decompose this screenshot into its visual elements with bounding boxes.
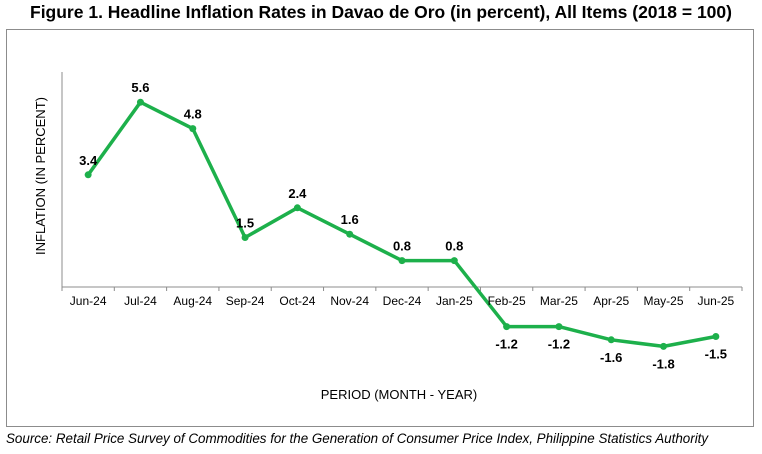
data-point: [503, 323, 511, 331]
data-label: -1.6: [600, 350, 622, 365]
x-tick-labels: Jun-24 Jul-24 Aug-24 Sep-24 Oct-24 Nov-24 Dec-…: [70, 294, 735, 308]
x-tick-label: Jun-24: [70, 294, 107, 308]
x-tick-label: Nov-24: [330, 294, 369, 308]
x-tick-label: Jul-24: [124, 294, 157, 308]
data-point: [189, 125, 197, 133]
x-tick-label: Mar-25: [540, 294, 578, 308]
x-tick-label: Dec-24: [383, 294, 422, 308]
data-label: 1.5: [236, 216, 254, 231]
y-axis-title: INFLATION (IN PERCENT): [33, 97, 48, 255]
data-label: 2.4: [288, 186, 307, 201]
x-tick-label: Sep-24: [226, 294, 265, 308]
data-label: 4.8: [184, 107, 202, 122]
data-labels: 3.4 5.6 4.8 1.5 2.4 1.6 0.8 0.8 -1.2 -1.2 -1.6 -1.8…: [79, 80, 727, 371]
data-label: -1.2: [495, 337, 517, 352]
data-point: [712, 333, 720, 340]
data-label: 0.8: [393, 239, 411, 254]
data-point: [136, 98, 144, 106]
data-point: [607, 336, 615, 344]
data-label: 5.6: [131, 80, 149, 95]
x-tick-label: Aug-24: [173, 294, 212, 308]
x-axis-ticks: [61, 287, 743, 291]
data-point: [241, 234, 249, 241]
data-points: [84, 98, 720, 350]
data-point: [84, 171, 92, 179]
x-tick-label: Feb-25: [488, 294, 526, 308]
data-label: -1.2: [548, 337, 570, 352]
data-point: [660, 342, 668, 350]
x-tick-label: Oct-24: [279, 294, 315, 308]
inflation-series-line: [86, 100, 718, 349]
chart-frame: [6, 29, 754, 427]
data-point: [398, 257, 406, 265]
chart-title: Figure 1. Headline Inflation Rates in Da…: [30, 2, 732, 22]
data-label: -1.5: [705, 347, 727, 362]
data-point: [346, 230, 354, 238]
data-point: [450, 257, 458, 265]
data-label: 3.4: [79, 153, 98, 168]
x-tick-label: May-25: [644, 294, 684, 308]
x-axis-title: PERIOD (MONTH - YEAR): [321, 387, 478, 402]
data-label: 0.8: [445, 239, 463, 254]
source-note: Source: Retail Price Survey of Commoditi…: [6, 431, 709, 446]
data-label: -1.8: [652, 356, 674, 371]
data-point: [555, 323, 563, 331]
data-label: 1.6: [341, 212, 359, 227]
data-point: [293, 204, 301, 212]
x-tick-label: Apr-25: [593, 294, 629, 308]
x-tick-label: Jan-25: [436, 294, 473, 308]
x-tick-label: Jun-25: [697, 294, 734, 308]
